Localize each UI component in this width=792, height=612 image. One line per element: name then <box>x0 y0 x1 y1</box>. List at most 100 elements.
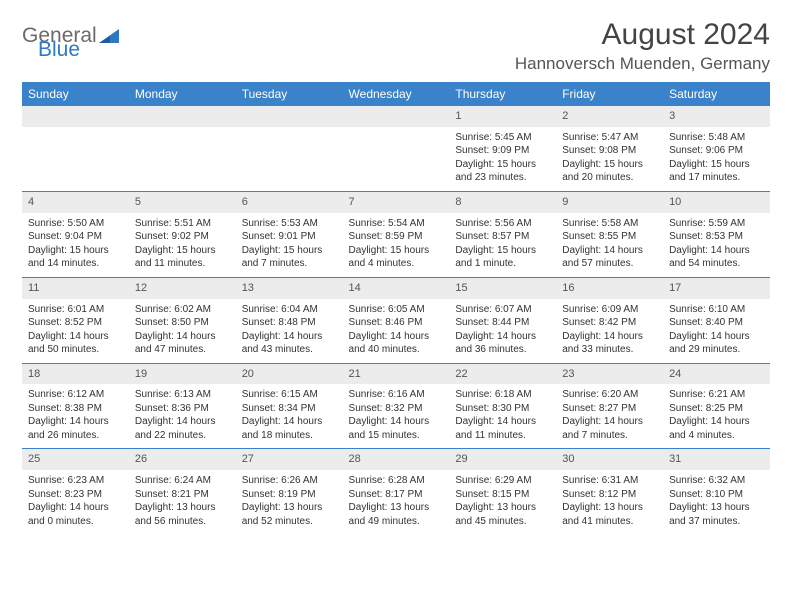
logo-text-blue: Blue <box>38 38 80 61</box>
sunset-text: Sunset: 9:06 PM <box>669 144 764 158</box>
day-cell: Sunrise: 6:18 AMSunset: 8:30 PMDaylight:… <box>449 384 556 449</box>
day-number: 3 <box>663 106 770 127</box>
day2-text: and 45 minutes. <box>455 515 550 529</box>
day-cell: Sunrise: 5:48 AMSunset: 9:06 PMDaylight:… <box>663 127 770 192</box>
day-number: 30 <box>556 449 663 470</box>
day-number: 24 <box>663 363 770 384</box>
calendar-table: Sunday Monday Tuesday Wednesday Thursday… <box>22 82 770 534</box>
day-cell: Sunrise: 5:56 AMSunset: 8:57 PMDaylight:… <box>449 213 556 278</box>
day-cell: Sunrise: 6:01 AMSunset: 8:52 PMDaylight:… <box>22 299 129 364</box>
weekday-header: Tuesday <box>236 82 343 106</box>
day-cell: Sunrise: 5:50 AMSunset: 9:04 PMDaylight:… <box>22 213 129 278</box>
sunset-text: Sunset: 8:34 PM <box>242 402 337 416</box>
day-cell: Sunrise: 6:09 AMSunset: 8:42 PMDaylight:… <box>556 299 663 364</box>
day2-text: and 56 minutes. <box>135 515 230 529</box>
sunrise-text: Sunrise: 6:02 AM <box>135 303 230 317</box>
day-cell <box>343 127 450 192</box>
day1-text: Daylight: 13 hours <box>349 501 444 515</box>
day1-text: Daylight: 14 hours <box>562 330 657 344</box>
day1-text: Daylight: 14 hours <box>28 415 123 429</box>
sunset-text: Sunset: 9:04 PM <box>28 230 123 244</box>
day-number: 14 <box>343 277 450 298</box>
day2-text: and 49 minutes. <box>349 515 444 529</box>
day2-text: and 18 minutes. <box>242 429 337 443</box>
day-number: 27 <box>236 449 343 470</box>
sunset-text: Sunset: 9:09 PM <box>455 144 550 158</box>
sunrise-text: Sunrise: 6:04 AM <box>242 303 337 317</box>
sunset-text: Sunset: 8:12 PM <box>562 488 657 502</box>
day-cell: Sunrise: 6:16 AMSunset: 8:32 PMDaylight:… <box>343 384 450 449</box>
sunrise-text: Sunrise: 5:58 AM <box>562 217 657 231</box>
sunset-text: Sunset: 8:52 PM <box>28 316 123 330</box>
info-row: Sunrise: 6:23 AMSunset: 8:23 PMDaylight:… <box>22 470 770 534</box>
day2-text: and 29 minutes. <box>669 343 764 357</box>
day-number: 15 <box>449 277 556 298</box>
day1-text: Daylight: 14 hours <box>562 244 657 258</box>
sunrise-text: Sunrise: 6:05 AM <box>349 303 444 317</box>
day1-text: Daylight: 14 hours <box>28 330 123 344</box>
day2-text: and 26 minutes. <box>28 429 123 443</box>
day1-text: Daylight: 14 hours <box>669 330 764 344</box>
day1-text: Daylight: 15 hours <box>135 244 230 258</box>
day2-text: and 52 minutes. <box>242 515 337 529</box>
sunrise-text: Sunrise: 5:59 AM <box>669 217 764 231</box>
day2-text: and 41 minutes. <box>562 515 657 529</box>
info-row: Sunrise: 5:50 AMSunset: 9:04 PMDaylight:… <box>22 213 770 278</box>
day2-text: and 43 minutes. <box>242 343 337 357</box>
day1-text: Daylight: 14 hours <box>135 330 230 344</box>
day-cell: Sunrise: 6:15 AMSunset: 8:34 PMDaylight:… <box>236 384 343 449</box>
sunrise-text: Sunrise: 6:31 AM <box>562 474 657 488</box>
info-row: Sunrise: 6:12 AMSunset: 8:38 PMDaylight:… <box>22 384 770 449</box>
sunrise-text: Sunrise: 6:28 AM <box>349 474 444 488</box>
day-number: 5 <box>129 191 236 212</box>
day-cell: Sunrise: 6:07 AMSunset: 8:44 PMDaylight:… <box>449 299 556 364</box>
sunset-text: Sunset: 8:46 PM <box>349 316 444 330</box>
month-title: August 2024 <box>515 18 770 52</box>
title-block: August 2024 Hannoversch Muenden, Germany <box>515 18 770 74</box>
day1-text: Daylight: 15 hours <box>455 244 550 258</box>
day-number: 22 <box>449 363 556 384</box>
day1-text: Daylight: 13 hours <box>242 501 337 515</box>
day-cell: Sunrise: 6:10 AMSunset: 8:40 PMDaylight:… <box>663 299 770 364</box>
day1-text: Daylight: 13 hours <box>455 501 550 515</box>
day-cell: Sunrise: 6:29 AMSunset: 8:15 PMDaylight:… <box>449 470 556 534</box>
sunrise-text: Sunrise: 6:18 AM <box>455 388 550 402</box>
day-number: 9 <box>556 191 663 212</box>
day-number: 18 <box>22 363 129 384</box>
day2-text: and 22 minutes. <box>135 429 230 443</box>
day-cell: Sunrise: 5:58 AMSunset: 8:55 PMDaylight:… <box>556 213 663 278</box>
day1-text: Daylight: 15 hours <box>455 158 550 172</box>
weekday-header: Thursday <box>449 82 556 106</box>
day-number: 16 <box>556 277 663 298</box>
day1-text: Daylight: 15 hours <box>349 244 444 258</box>
daynum-row: 11121314151617 <box>22 277 770 298</box>
sunrise-text: Sunrise: 6:09 AM <box>562 303 657 317</box>
sunrise-text: Sunrise: 6:21 AM <box>669 388 764 402</box>
day2-text: and 0 minutes. <box>28 515 123 529</box>
info-row: Sunrise: 6:01 AMSunset: 8:52 PMDaylight:… <box>22 299 770 364</box>
weekday-header: Sunday <box>22 82 129 106</box>
day-number: 13 <box>236 277 343 298</box>
day-cell: Sunrise: 6:32 AMSunset: 8:10 PMDaylight:… <box>663 470 770 534</box>
day1-text: Daylight: 15 hours <box>28 244 123 258</box>
day2-text: and 50 minutes. <box>28 343 123 357</box>
sunset-text: Sunset: 8:21 PM <box>135 488 230 502</box>
sunset-text: Sunset: 8:30 PM <box>455 402 550 416</box>
sunrise-text: Sunrise: 5:48 AM <box>669 131 764 145</box>
sunrise-text: Sunrise: 5:47 AM <box>562 131 657 145</box>
day2-text: and 7 minutes. <box>242 257 337 271</box>
sunset-text: Sunset: 8:40 PM <box>669 316 764 330</box>
sunset-text: Sunset: 8:44 PM <box>455 316 550 330</box>
day1-text: Daylight: 13 hours <box>669 501 764 515</box>
day-number: 8 <box>449 191 556 212</box>
day-number: 10 <box>663 191 770 212</box>
day-number <box>129 106 236 127</box>
sunrise-text: Sunrise: 6:24 AM <box>135 474 230 488</box>
day-number: 20 <box>236 363 343 384</box>
daynum-row: 25262728293031 <box>22 449 770 470</box>
weekday-header: Saturday <box>663 82 770 106</box>
sunset-text: Sunset: 8:38 PM <box>28 402 123 416</box>
day1-text: Daylight: 14 hours <box>669 415 764 429</box>
day-cell: Sunrise: 6:31 AMSunset: 8:12 PMDaylight:… <box>556 470 663 534</box>
day-number: 17 <box>663 277 770 298</box>
